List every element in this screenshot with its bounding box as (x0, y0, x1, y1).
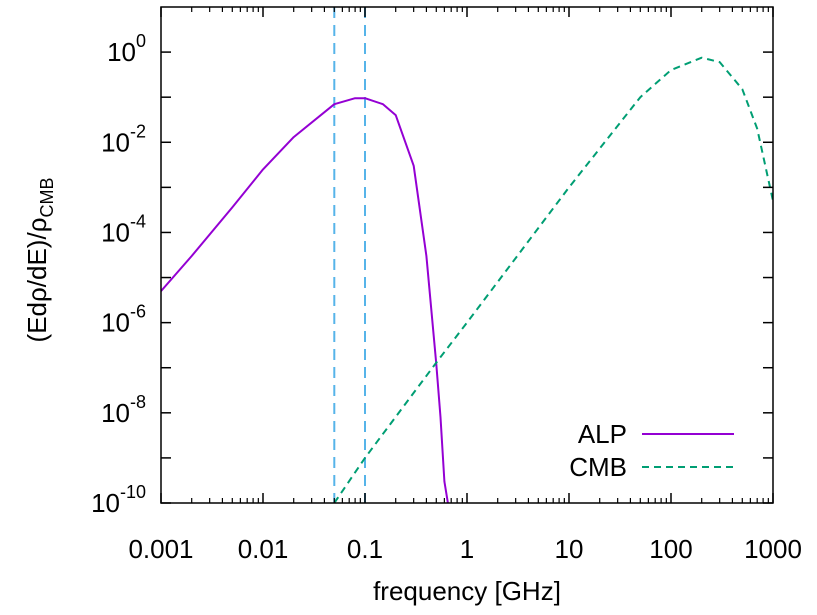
y-tick-label: 10-6 (101, 302, 146, 338)
y-axis-label-sub: CMB (37, 178, 57, 218)
y-axis-label: (Edρ/dE)/ρCMB (22, 178, 57, 343)
x-tick-label: 100 (649, 534, 692, 564)
plot-frame (160, 6, 774, 504)
x-tick-label: 0.01 (238, 534, 289, 564)
y-tick-label: 10-8 (101, 392, 146, 428)
y-tick-label: 100 (107, 31, 146, 67)
y-tick-label: 10-2 (101, 121, 146, 157)
legend-label-alp: ALP (578, 419, 627, 449)
series-line-alp (161, 97, 449, 503)
x-tick-label: 0.1 (347, 534, 383, 564)
x-axis-label: frequency [GHz] (373, 576, 561, 606)
series-line-cmb (333, 56, 773, 503)
x-tick-label: 1000 (744, 534, 802, 564)
x-axis: 0.001 0.01 0.1 1 10 100 1000 (128, 7, 802, 564)
x-tick-label: 10 (555, 534, 584, 564)
y-tick-label: 10-10 (91, 482, 146, 518)
y-tick-label: 10-4 (101, 211, 146, 247)
x-tick-label: 1 (460, 534, 474, 564)
vertical-reference-lines (333, 7, 366, 503)
y-axis: 100 10-2 10-4 10-6 10-8 10-10 (91, 31, 773, 518)
y-axis-label-main: (Edρ/dE)/ρ (22, 218, 52, 343)
x-tick-label: 0.001 (128, 534, 193, 564)
legend-label-cmb: CMB (569, 452, 627, 482)
series-layer (161, 56, 773, 503)
